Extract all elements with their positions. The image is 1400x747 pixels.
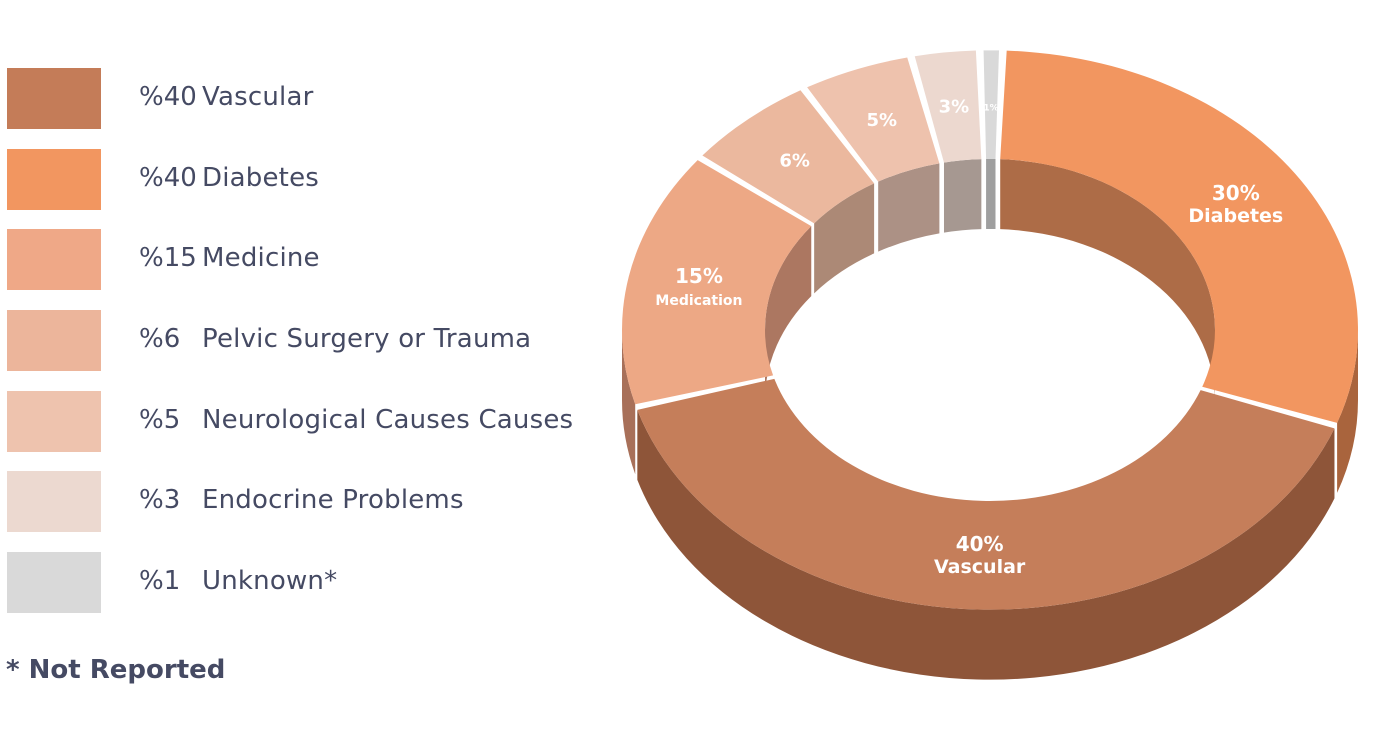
legend-percent: %40: [139, 163, 197, 193]
legend-label: Pelvic Surgery or Trauma: [202, 324, 532, 354]
donut-tops: [622, 50, 1359, 610]
slice-inner-wall: [878, 163, 940, 252]
legend-swatch: [7, 552, 101, 613]
donut-labels: 30%Diabetes 40%Vascular 15% Medication 6% 5% 3…: [655, 96, 1283, 578]
legend-item: %5 Neurological Causes Causes: [7, 391, 617, 453]
donut-slice: [983, 50, 999, 160]
legend-percent: %1: [139, 566, 181, 596]
chart-legend: %40 Vascular %40 Diabetes %15 Medicine %6 Pelvi…: [0, 0, 620, 747]
slice-percent-label: 1%: [983, 104, 998, 114]
slice-percent-label: 5%: [867, 110, 898, 131]
slice-inner-wall: [943, 159, 982, 233]
legend-label: Unknown*: [202, 566, 338, 596]
legend-item: %3 Endocrine Problems: [7, 471, 617, 533]
legend-item: %1 Unknown*: [7, 552, 617, 614]
slice-inner-wall: [765, 226, 812, 400]
slice-name-label: Vascular: [934, 556, 1026, 578]
legend-percent: %3: [139, 485, 181, 515]
legend-item: %15 Medicine: [7, 229, 617, 291]
slice-percent-label: 6%: [779, 150, 810, 171]
legend-label: Diabetes: [202, 163, 320, 193]
slice-inner-wall: [814, 183, 875, 294]
slice-name-label: Medication: [655, 293, 742, 309]
legend-item: %40 Vascular: [7, 68, 617, 130]
slice-percent-label: 40%: [956, 532, 1004, 556]
donut-slice: [637, 378, 1335, 610]
donut-slice: [702, 90, 875, 224]
slice-percent-label: 15%: [675, 264, 723, 288]
legend-swatch: [7, 68, 101, 129]
donut-slice: [914, 50, 982, 163]
footnote: * Not Reported: [6, 655, 226, 685]
legend-swatch: [7, 310, 101, 371]
legend-swatch: [7, 149, 101, 210]
legend-label: Medicine: [202, 243, 320, 273]
legend-label: Endocrine Problems: [202, 485, 464, 515]
donut-chart: 30%Diabetes 40%Vascular 15% Medication 6% 5% 3…: [622, 50, 1359, 680]
legend-item: %40 Diabetes: [7, 149, 617, 211]
legend-swatch: [7, 391, 101, 452]
legend-item: %6 Pelvic Surgery or Trauma: [7, 310, 617, 372]
legend-label: Vascular: [202, 82, 314, 112]
legend-swatch: [7, 471, 101, 532]
legend-percent: %6: [139, 324, 181, 354]
donut-slice: [807, 57, 940, 182]
donut-slice: [1000, 50, 1359, 423]
donut-sides: [622, 159, 1358, 680]
donut-slice: [622, 160, 812, 405]
legend-percent: %40: [139, 82, 197, 112]
slice-outer-wall: [1337, 330, 1358, 493]
slice-inner-wall: [986, 159, 996, 230]
legend-percent: %15: [139, 243, 197, 273]
slice-percent-label: 30%: [1212, 181, 1260, 205]
legend-label: Neurological Causes Causes: [202, 405, 574, 435]
slice-name-label: Diabetes: [1188, 205, 1283, 227]
slice-inner-wall: [1000, 159, 1215, 400]
slice-percent-label: 3%: [939, 96, 970, 117]
legend-swatch: [7, 229, 101, 290]
slice-outer-wall: [622, 330, 636, 475]
slice-outer-wall: [637, 409, 1335, 680]
legend-percent: %5: [139, 405, 181, 435]
